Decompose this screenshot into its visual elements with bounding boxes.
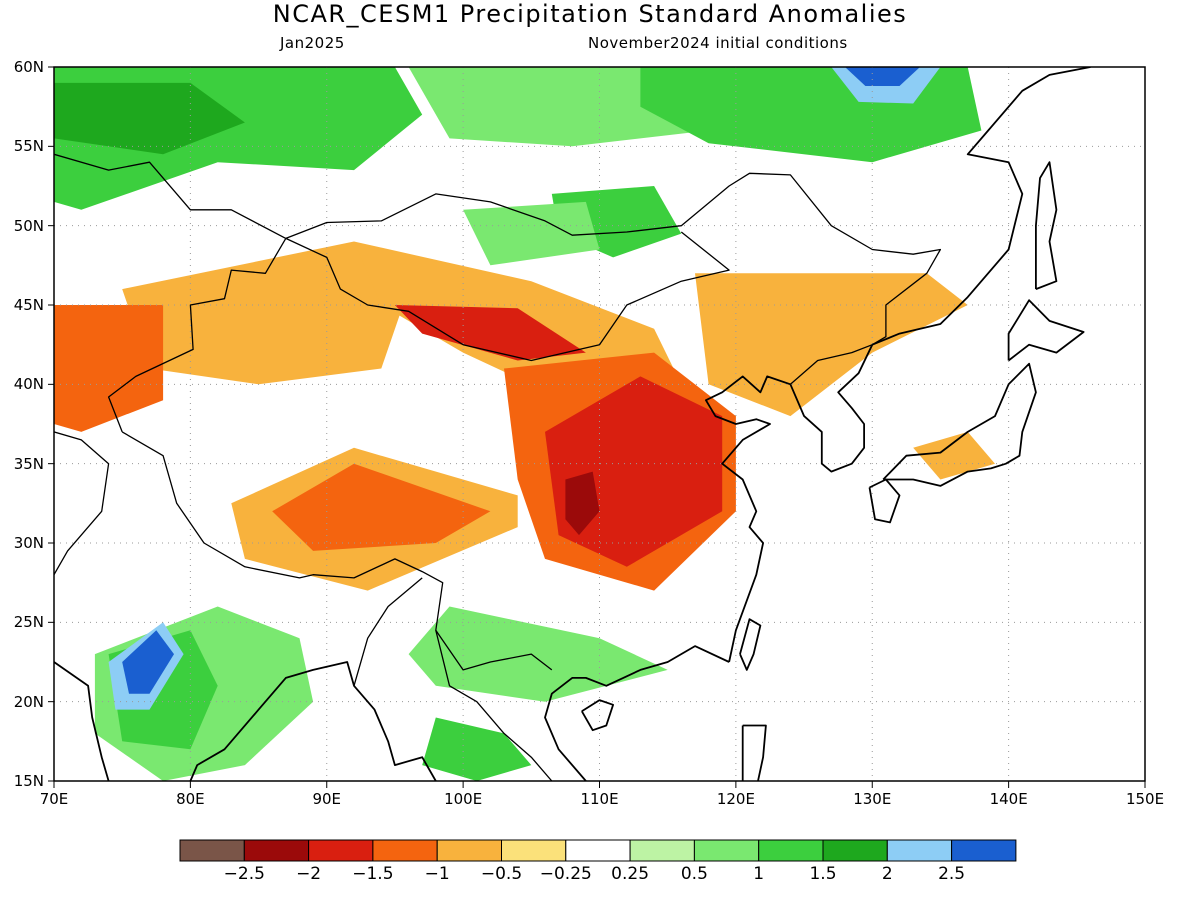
map-layers xyxy=(54,67,1145,781)
colorbar-swatch-9 xyxy=(758,839,824,862)
lon-label-70E: 70E xyxy=(39,790,69,808)
hainan xyxy=(581,699,614,732)
anomaly-field-indochina-wet xyxy=(422,717,532,781)
colorbar-label-9: 1.5 xyxy=(809,864,837,884)
colorbar-swatch-4 xyxy=(436,839,503,862)
taiwan xyxy=(739,618,762,671)
anomaly-field-northeast-china-dry xyxy=(695,273,968,417)
china-coastline xyxy=(544,645,730,781)
myanmar-border xyxy=(353,577,423,686)
colorbar-swatch-12 xyxy=(951,839,1017,862)
map-subtitle-right: November2024 initial conditions xyxy=(588,34,848,52)
colorbar-swatch-6 xyxy=(565,839,631,862)
colorbar-label-3: −1 xyxy=(424,864,450,884)
china-central-asia-border xyxy=(107,238,287,433)
lon-label-110E: 110E xyxy=(580,790,619,808)
colorbar-swatch-5 xyxy=(501,839,567,862)
lon-label-140E: 140E xyxy=(989,790,1028,808)
colorbar-label-7: 0.5 xyxy=(680,864,708,884)
lon-label-120E: 120E xyxy=(716,790,755,808)
colorbar-label-1: −2 xyxy=(296,864,322,884)
colorbar-swatch-3 xyxy=(372,839,438,862)
mongolia-china-border xyxy=(285,231,730,362)
map-title: NCAR_CESM1 Precipitation Standard Anomal… xyxy=(272,0,908,28)
anomaly-field-southeast-asia-wet xyxy=(408,606,668,702)
japan-kyushu xyxy=(868,478,901,524)
lat-label-15N: 15N xyxy=(13,772,44,790)
colorbar-label-8: 1 xyxy=(753,864,765,884)
colorbar-swatch-8 xyxy=(693,839,760,862)
anomaly-field-northern-mongolia-wet xyxy=(463,201,600,266)
anomaly-field-central-asia-dry xyxy=(54,305,164,432)
lat-label-60N: 60N xyxy=(13,58,44,76)
lat-label-35N: 35N xyxy=(13,454,44,473)
map-subtitle-left: Jan2025 xyxy=(280,34,345,52)
lat-label-20N: 20N xyxy=(13,692,44,711)
colorbar-swatch-2 xyxy=(308,839,374,862)
colorbar-swatch-7 xyxy=(629,839,695,862)
colorbar-swatch-11 xyxy=(886,839,953,862)
india-coast xyxy=(54,661,110,781)
anomaly-field-northeast-siberia-very-wet-core xyxy=(845,67,920,86)
anomaly-field-northwest-siberia-wet-core xyxy=(54,82,245,155)
lon-label-90E: 90E xyxy=(312,790,342,808)
colorbar-label-5: −0.25 xyxy=(539,864,592,884)
colorbar-label-10: 2 xyxy=(881,864,893,884)
anomaly-field-japan-dry xyxy=(913,431,995,480)
anomaly-field-mongolia-very-dry xyxy=(394,305,586,361)
russia-mongolia-border xyxy=(285,172,942,346)
pakistan-india-border xyxy=(54,431,110,576)
lon-label-130E: 130E xyxy=(853,790,892,808)
russia-pacific-coast xyxy=(871,67,1091,346)
sakhalin xyxy=(1035,161,1058,290)
bay-of-bengal-coast xyxy=(189,661,437,781)
colorbar-swatch-0 xyxy=(179,839,245,862)
lat-label-55N: 55N xyxy=(13,137,44,156)
anomaly-field-northeast-siberia-wet xyxy=(640,67,982,163)
himalaya-border xyxy=(121,431,553,671)
korea-coast xyxy=(789,344,874,473)
anomaly-field-central-siberia-wet xyxy=(408,67,709,147)
japan-hokkaido xyxy=(1007,299,1085,362)
colorbar-swatch-10 xyxy=(822,839,888,862)
philippines-luzon xyxy=(741,724,767,781)
anomaly-field-north-china-dry-core xyxy=(565,471,600,536)
lon-label-80E: 80E xyxy=(176,790,205,808)
anomaly-field-india-very-wet-core xyxy=(122,630,174,694)
colorbar-label-6: 0.25 xyxy=(611,864,650,884)
lat-label-30N: 30N xyxy=(13,534,44,552)
lat-label-45N: 45N xyxy=(13,296,44,314)
anomaly-field-kazakhstan-dry xyxy=(122,241,409,385)
japan-honshu xyxy=(882,362,1037,487)
colorbar-label-11: 2.5 xyxy=(938,864,966,884)
china-north-korea-border xyxy=(789,344,873,385)
indochina-border xyxy=(435,630,553,781)
colorbar-label-2: −1.5 xyxy=(352,864,394,884)
colorbar-swatch-1 xyxy=(243,839,310,862)
lat-label-50N: 50N xyxy=(13,216,44,235)
lon-label-100E: 100E xyxy=(444,790,483,808)
lon-label-150E: 150E xyxy=(1125,790,1165,808)
russia-kazakhstan-border xyxy=(54,153,287,239)
lat-label-40N: 40N xyxy=(13,375,44,394)
colorbar-label-4: −0.5 xyxy=(480,864,523,884)
east-china-coast xyxy=(705,375,791,663)
colorbar-label-0: −2.5 xyxy=(223,864,265,884)
lat-label-25N: 25N xyxy=(13,613,44,632)
